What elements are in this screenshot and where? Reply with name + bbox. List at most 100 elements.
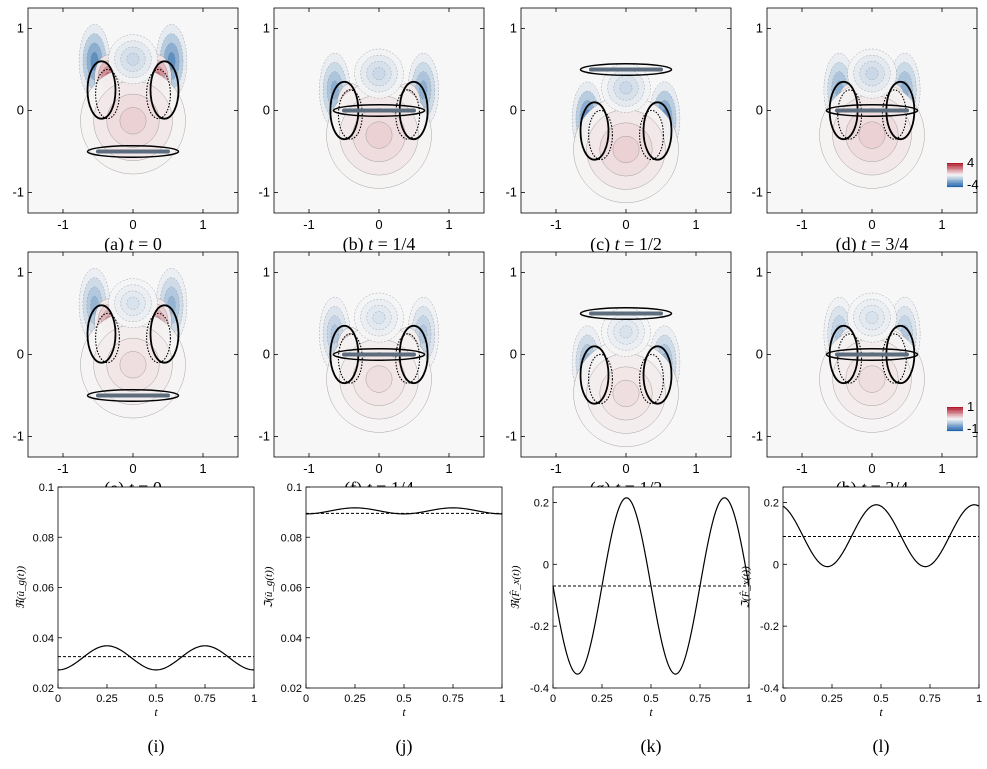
- colorbar: 4-4: [947, 155, 979, 192]
- colorbar-min-label: -1: [967, 421, 979, 436]
- plate-loop: [86, 389, 180, 402]
- heatmap-panel-a: -1 0 1 1 0 -1: [12, 7, 239, 232]
- caption-prefix: (d): [836, 234, 862, 255]
- y-tick-label: 0: [510, 347, 517, 362]
- y-tick-label: -1: [12, 429, 24, 444]
- y-tick-label: -1: [505, 429, 517, 444]
- field-contours: [819, 48, 925, 189]
- line-panel-j: 0 0.25 0.5 0.75 1 0.1 0.08 0.06 0.04 0.02 t ℑ(û_g(t…: [263, 482, 505, 719]
- x-tick-label: -1: [796, 217, 808, 232]
- vortex-loops: [86, 304, 180, 364]
- x-tick-label: 1: [746, 693, 752, 705]
- x-tick-label: 0.75: [689, 693, 710, 705]
- contour-level: [126, 296, 140, 310]
- y-tick-label: 0.06: [33, 583, 54, 595]
- colorbar-swatch: [947, 419, 963, 421]
- heatmap-panel-e: -1 0 1 1 0 -1: [12, 251, 239, 476]
- colorbar-swatch: [947, 181, 963, 183]
- vortex-loops: [579, 345, 673, 405]
- colorbar-swatch: [947, 183, 963, 185]
- contour-level: [365, 365, 393, 393]
- x-tick-label: 0.25: [591, 693, 612, 705]
- colorbar-swatch: [947, 413, 963, 415]
- line-panel-i: 0 0.25 0.5 0.75 1 0.1 0.08 0.06 0.04 0.02 t ℜ(û_g(t…: [15, 482, 257, 719]
- colorbar-max-label: 1: [967, 399, 974, 414]
- x-tick-label: 0: [55, 693, 61, 705]
- x-tick-label: 0: [780, 693, 786, 705]
- colorbar-swatch: [947, 414, 963, 416]
- colorbar-swatch: [947, 167, 963, 170]
- colorbar-swatch: [947, 410, 963, 412]
- heatmap-panel-g: -1 0 1 1 0 -1: [505, 251, 732, 476]
- x-tick-label: 0: [868, 461, 875, 476]
- colorbar-swatch: [947, 411, 963, 414]
- colorbar-swatch: [947, 425, 963, 427]
- vortex-loop-solid: [86, 304, 117, 364]
- colorbar-swatch: [947, 171, 963, 173]
- line-panel-l: 0 0.25 0.5 0.75 1 0.2 0 -0.2 -0.4 t ℑ(F̂_x(t)): [739, 486, 982, 719]
- y-tick-label: 0: [263, 347, 270, 362]
- colorbar-swatch: [947, 429, 963, 432]
- x-tick-label: 0.25: [344, 693, 365, 705]
- contour-level: [619, 81, 633, 95]
- panel-caption-l: (l): [873, 736, 890, 757]
- y-tick-label: -1: [12, 185, 24, 200]
- vortex-loop-solid: [86, 60, 117, 120]
- contour-level: [119, 351, 147, 379]
- x-tick-label: -1: [550, 217, 562, 232]
- y-tick-label: 0: [773, 559, 779, 571]
- contour-level: [612, 379, 640, 407]
- vortex-loop-dotted: [337, 333, 363, 384]
- heatmap-panel-c: -1 0 1 1 0 -1: [505, 7, 732, 232]
- colorbar-swatch: [947, 163, 963, 165]
- x-tick-label: 1: [976, 693, 982, 705]
- colorbar-swatch: [947, 178, 963, 180]
- caption-value: = 1/4: [378, 234, 416, 254]
- vortex-loop-dotted: [395, 333, 421, 384]
- contour-level: [619, 325, 633, 339]
- x-tick-label: 1: [692, 217, 699, 232]
- y-tick-label: 0: [17, 347, 24, 362]
- y-tick-label: -1: [505, 185, 517, 200]
- y-tick-label: 0.08: [281, 532, 302, 544]
- y-tick-label: 1: [756, 265, 763, 280]
- vortex-loop-dotted: [837, 333, 863, 384]
- vortex-loops: [86, 60, 180, 120]
- colorbar-swatch: [947, 177, 963, 179]
- y-tick-label: 0: [756, 347, 763, 362]
- caption-prefix: (b): [343, 234, 369, 255]
- plate-loop: [825, 104, 919, 117]
- y-tick-label: 0.02: [33, 683, 54, 695]
- x-tick-label: 1: [445, 461, 452, 476]
- y-tick-label: 0: [510, 103, 517, 118]
- vortex-loop-solid: [149, 304, 180, 364]
- colorbar-swatch: [947, 409, 963, 411]
- colorbar-swatch: [947, 185, 963, 188]
- y-tick-label: 0.02: [281, 683, 302, 695]
- y-tick-label: 0: [756, 103, 763, 118]
- y-tick-label: -0.2: [530, 621, 549, 633]
- axes-frame: [305, 486, 503, 689]
- colorbar-swatch: [947, 420, 963, 422]
- y-tick-label: -1: [258, 185, 270, 200]
- data-line: [782, 504, 980, 568]
- x-tick-label: 0.5: [643, 693, 658, 705]
- colorbar-swatch: [947, 407, 963, 409]
- contour-level: [865, 311, 879, 324]
- vortex-loop-dotted: [95, 312, 120, 364]
- vortex-loop-dotted: [146, 312, 171, 364]
- field-contours: [319, 48, 439, 189]
- x-tick-label: 0: [303, 693, 309, 705]
- caption-value: = 3/4: [871, 234, 909, 254]
- vortex-loop-dotted: [337, 89, 363, 140]
- caption-variable: t: [861, 234, 871, 254]
- vortex-loop-dotted: [639, 353, 664, 405]
- y-axis-label: ℑ(F̂_x(t)): [739, 566, 752, 609]
- colorbar-swatch: [947, 428, 963, 430]
- y-tick-label: -1: [751, 429, 763, 444]
- vortex-loop-solid: [149, 60, 180, 120]
- panel-caption-j: (j): [396, 736, 413, 757]
- colorbar-swatch: [947, 182, 963, 184]
- x-tick-label: 1: [938, 461, 945, 476]
- heatmap-panel-b: -1 0 1 1 0 -1: [258, 7, 485, 232]
